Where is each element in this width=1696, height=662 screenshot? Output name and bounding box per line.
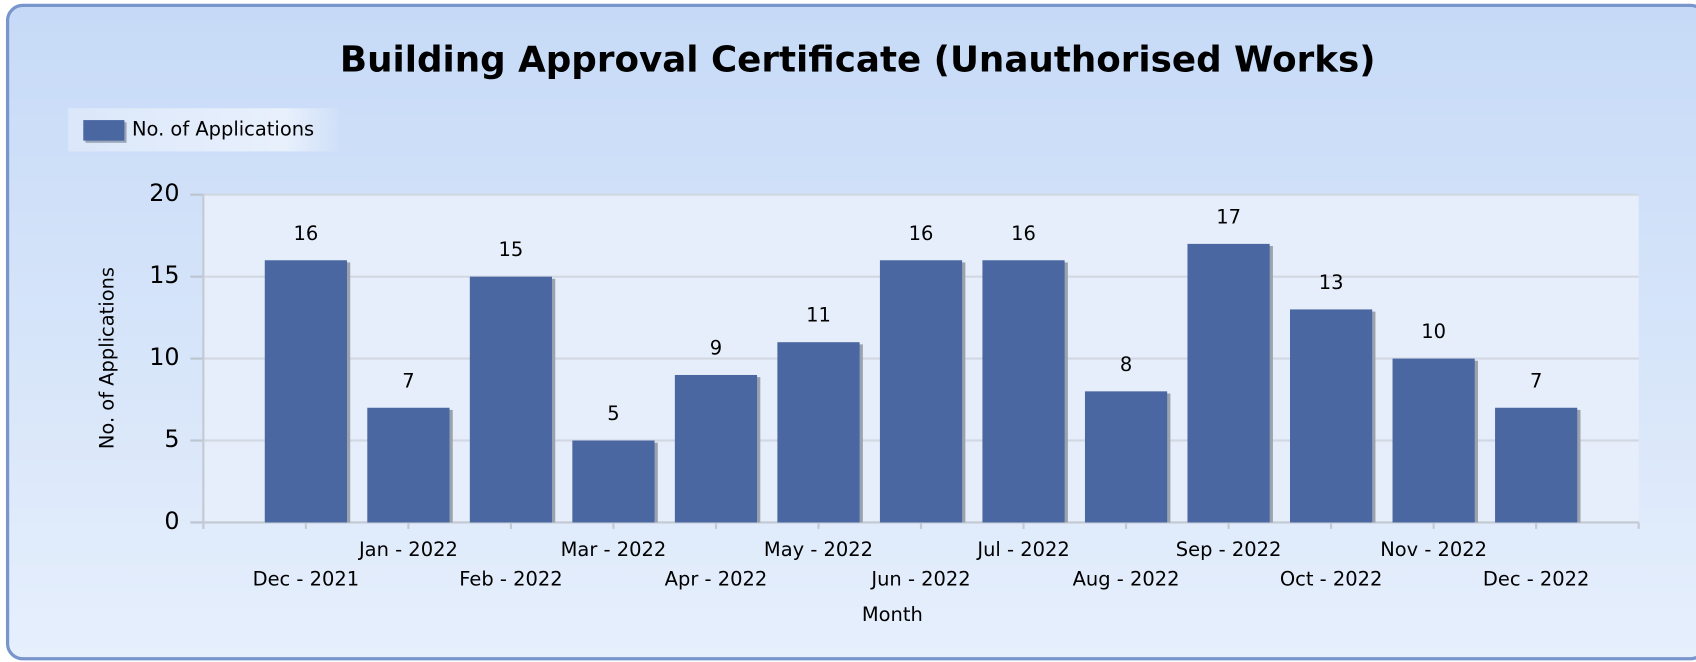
x-tick-label: Apr - 2022 bbox=[665, 567, 768, 590]
y-tick-label: 20 bbox=[149, 179, 179, 207]
y-tick-label: 15 bbox=[149, 261, 179, 289]
x-tick-label: Jun - 2022 bbox=[870, 567, 970, 590]
data-label: 15 bbox=[499, 238, 524, 261]
data-label: 7 bbox=[402, 369, 414, 392]
data-label: 13 bbox=[1319, 271, 1344, 294]
bar bbox=[1187, 243, 1270, 523]
x-tick-label: Aug - 2022 bbox=[1073, 567, 1180, 590]
legend-label: No. of Applications bbox=[132, 117, 314, 140]
data-label: 9 bbox=[710, 337, 722, 360]
data-label: 17 bbox=[1216, 205, 1241, 228]
x-tick-label: Feb - 2022 bbox=[459, 567, 562, 590]
data-label: 16 bbox=[1011, 222, 1036, 245]
data-label: 16 bbox=[909, 222, 934, 245]
data-label: 5 bbox=[607, 402, 619, 425]
data-label: 7 bbox=[1530, 369, 1542, 392]
bar bbox=[1392, 358, 1475, 523]
y-tick-label: 10 bbox=[149, 343, 179, 371]
legend-swatch bbox=[83, 120, 125, 141]
y-tick-label: 0 bbox=[164, 507, 179, 535]
bar bbox=[264, 260, 347, 523]
bar bbox=[572, 440, 655, 523]
bar bbox=[367, 407, 450, 523]
bar bbox=[982, 260, 1065, 523]
x-tick-label: Jan - 2022 bbox=[358, 538, 458, 561]
chart-title: Building Approval Certificate (Unauthori… bbox=[340, 40, 1376, 81]
bar bbox=[1495, 407, 1578, 523]
bar bbox=[674, 374, 758, 523]
x-axis-title: Month bbox=[862, 603, 923, 626]
bar bbox=[879, 260, 963, 523]
x-tick-label: May - 2022 bbox=[764, 538, 873, 561]
x-tick-label: Oct - 2022 bbox=[1280, 567, 1383, 590]
x-tick-label: Mar - 2022 bbox=[561, 538, 667, 561]
x-tick-label: Jul - 2022 bbox=[976, 538, 1069, 561]
bar bbox=[1290, 309, 1373, 523]
x-tick-label: Dec - 2022 bbox=[1483, 567, 1590, 590]
data-label: 11 bbox=[806, 304, 831, 327]
bar bbox=[777, 342, 860, 523]
x-tick-label: Dec - 2021 bbox=[253, 567, 360, 590]
data-label: 8 bbox=[1120, 353, 1132, 376]
x-tick-label: Nov - 2022 bbox=[1380, 538, 1487, 561]
bar bbox=[469, 276, 553, 523]
bar bbox=[1084, 391, 1168, 523]
data-label: 10 bbox=[1421, 320, 1446, 343]
x-tick-label: Sep - 2022 bbox=[1176, 538, 1282, 561]
data-label: 16 bbox=[293, 222, 318, 245]
y-axis-title: No. of Applications bbox=[96, 267, 119, 449]
y-tick-label: 5 bbox=[164, 425, 179, 453]
